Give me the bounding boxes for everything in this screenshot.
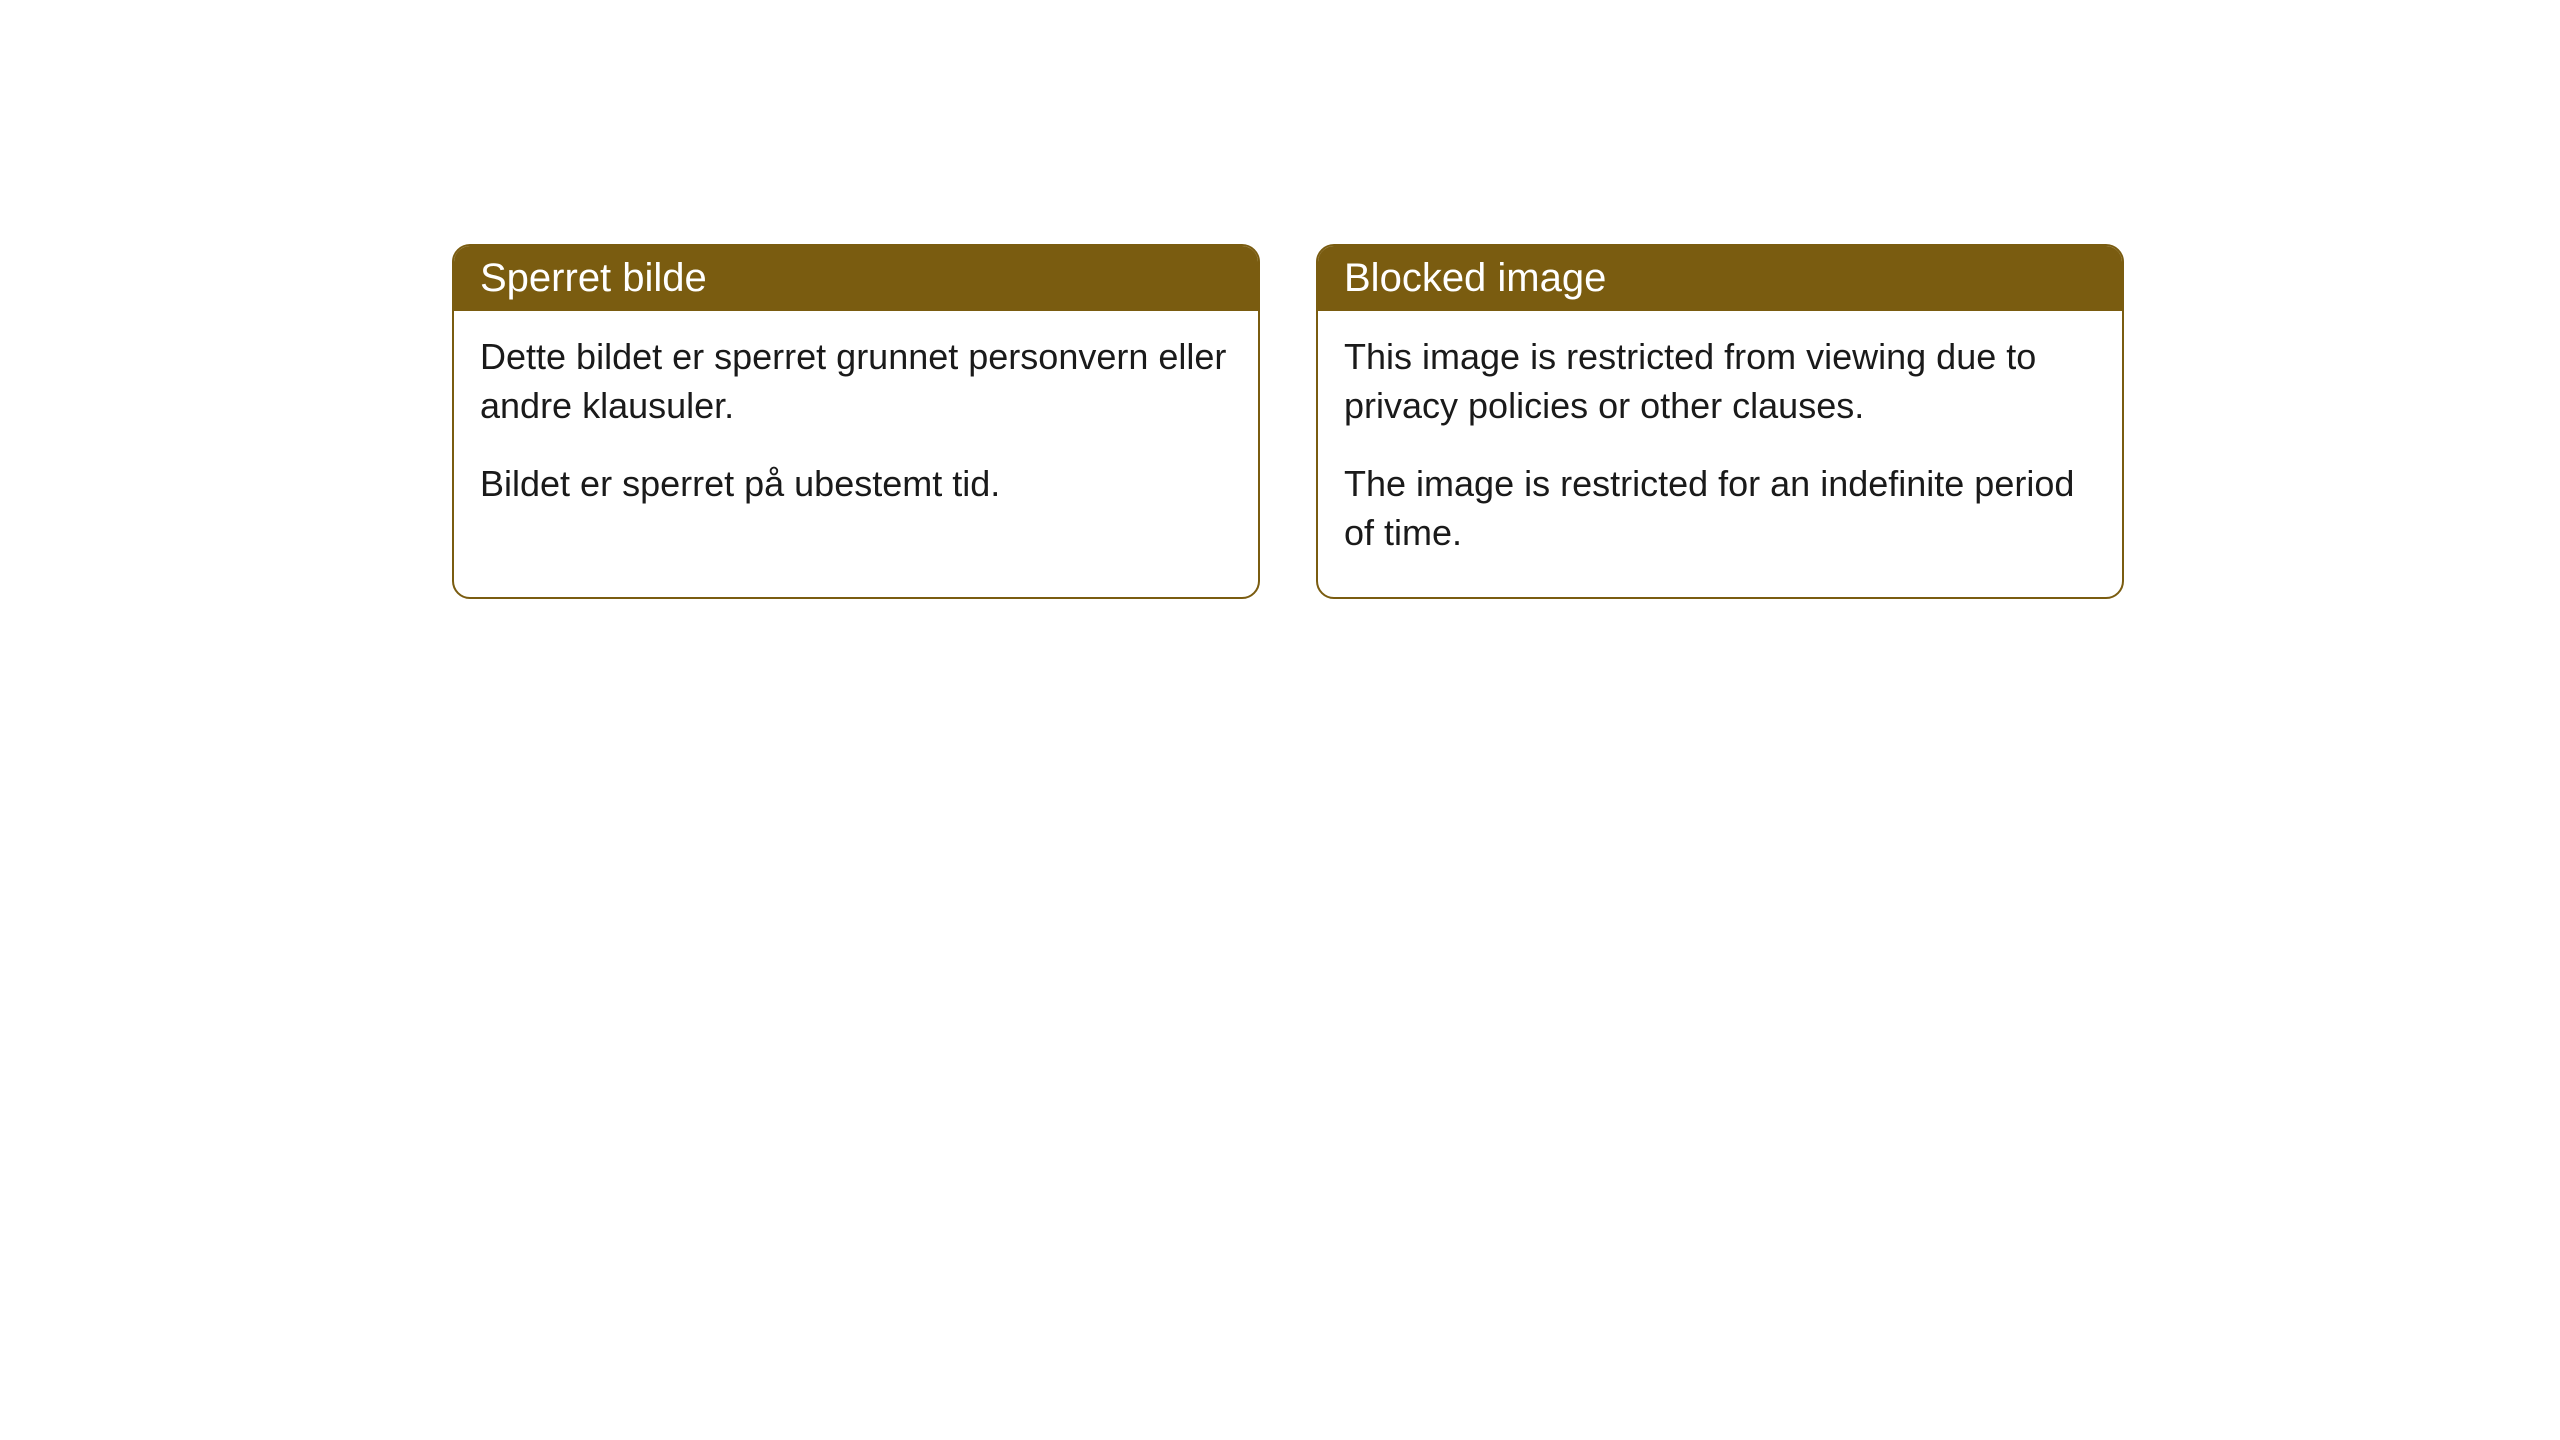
blocked-image-card-english: Blocked image This image is restricted f… bbox=[1316, 244, 2124, 599]
card-body: This image is restricted from viewing du… bbox=[1318, 311, 2122, 597]
blocked-image-card-norwegian: Sperret bilde Dette bildet er sperret gr… bbox=[452, 244, 1260, 599]
card-paragraph: Bildet er sperret på ubestemt tid. bbox=[480, 460, 1232, 509]
card-paragraph: Dette bildet er sperret grunnet personve… bbox=[480, 333, 1232, 430]
card-title: Blocked image bbox=[1344, 256, 1606, 300]
card-header: Blocked image bbox=[1318, 246, 2122, 311]
card-paragraph: The image is restricted for an indefinit… bbox=[1344, 460, 2096, 557]
card-header: Sperret bilde bbox=[454, 246, 1258, 311]
notice-cards-container: Sperret bilde Dette bildet er sperret gr… bbox=[452, 244, 2124, 599]
card-title: Sperret bilde bbox=[480, 256, 707, 300]
card-paragraph: This image is restricted from viewing du… bbox=[1344, 333, 2096, 430]
card-body: Dette bildet er sperret grunnet personve… bbox=[454, 311, 1258, 549]
